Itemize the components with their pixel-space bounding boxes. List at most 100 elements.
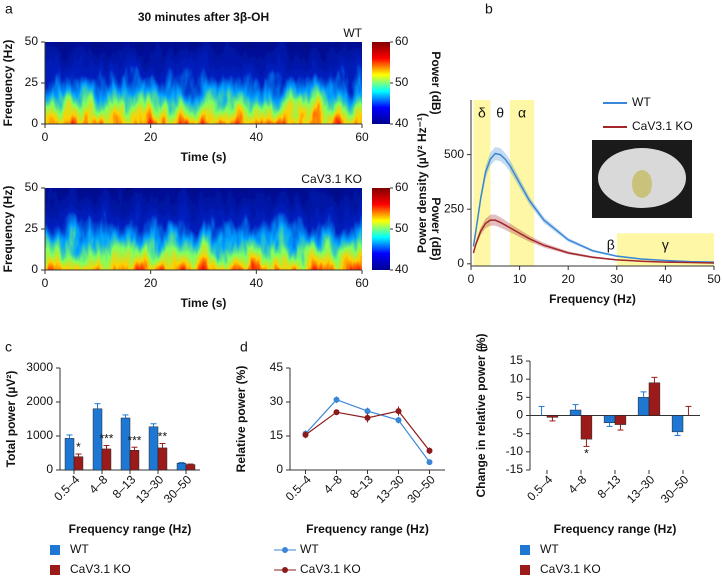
y-tick-label: 25: [25, 221, 39, 235]
legend-label: CaV3.1 KO: [70, 562, 131, 576]
legend-label: CaV3.1 KO: [300, 562, 361, 576]
bar: [603, 415, 616, 424]
line: [472, 152, 715, 263]
y-axis-label: Frequency (Hz): [1, 40, 15, 127]
line: [472, 219, 715, 264]
x-tick-label: 0: [468, 272, 475, 286]
colorbar-tick-label: 40: [395, 262, 409, 276]
band-label: θ: [496, 105, 504, 121]
x-tick-label: 4–8: [86, 472, 110, 496]
x-tick-label: 8–13: [595, 472, 624, 501]
panel-label: CaV3.1 KO: [301, 172, 362, 186]
significance: ***: [99, 432, 113, 446]
bar: [580, 415, 593, 440]
brain-inset: [592, 140, 692, 218]
bar: [73, 456, 84, 471]
bar: [129, 450, 140, 471]
point: [333, 409, 340, 416]
point: [333, 396, 340, 403]
legend-label: WT: [300, 542, 319, 556]
y-tick-label: -10: [506, 444, 524, 458]
legend-swatch: [520, 565, 530, 575]
point: [364, 414, 371, 421]
point: [364, 408, 371, 415]
band-label: α: [518, 105, 526, 121]
x-axis-label: Frequency range (Hz): [554, 522, 677, 536]
colorbar-tick-label: 60: [395, 180, 409, 194]
colorbar-tick-label: 60: [395, 34, 409, 48]
x-tick-label: 4–8: [565, 472, 589, 496]
x-tick-label: 13–30: [373, 472, 407, 506]
x-tick-label: 30–50: [404, 472, 438, 506]
panel-letter: e: [480, 339, 488, 355]
band-shade: [473, 100, 491, 266]
x-axis-label: Frequency range (Hz): [306, 522, 429, 536]
panel-letter: a: [5, 1, 13, 17]
x-tick-label: 30: [610, 272, 624, 286]
x-tick-label: 20: [144, 130, 158, 144]
legend-label: CaV3.1 KO: [540, 562, 601, 576]
x-tick-label: 20: [144, 276, 158, 290]
legend-label: WT: [632, 95, 651, 109]
y-tick-label: 0: [276, 462, 283, 476]
bar: [157, 447, 168, 471]
bar: [648, 382, 661, 416]
x-tick-label: 40: [659, 272, 673, 286]
y-tick-label: 1000: [26, 428, 53, 442]
x-tick-label: 13–30: [624, 472, 658, 506]
bar: [176, 462, 187, 471]
x-tick-label: 40: [250, 276, 264, 290]
y-tick-label: 15: [270, 428, 284, 442]
x-tick-label: 8–13: [347, 472, 376, 501]
y-tick-label: 30: [270, 394, 284, 408]
y-tick-label: 5: [516, 390, 523, 404]
point: [395, 408, 402, 415]
y-axis-label: Total power (µV²): [4, 371, 18, 468]
colorbar-tick-label: 50: [395, 75, 409, 89]
y-tick-label: 250: [444, 201, 464, 215]
point: [426, 447, 433, 454]
y-axis-label: Change in relative power (%): [474, 333, 488, 497]
x-tick-label: 10: [513, 272, 527, 286]
bar: [185, 464, 196, 471]
chart-title: 30 minutes after 3β-OH: [138, 10, 269, 24]
y-axis-label: Power density (µV² Hz⁻¹): [415, 113, 429, 253]
colorbar: [372, 188, 390, 270]
bar: [614, 415, 627, 425]
y-tick-label: -5: [512, 426, 523, 440]
bar: [671, 415, 684, 433]
spectrogram-image: [45, 42, 362, 124]
colorbar-label: Power (dB): [429, 51, 443, 114]
x-tick-label: 30–50: [658, 472, 692, 506]
colorbar: [372, 42, 390, 124]
error-band: [473, 214, 714, 264]
x-tick-label: 20: [562, 272, 576, 286]
point: [426, 459, 433, 466]
x-tick-label: 0.5–4: [51, 472, 82, 503]
x-axis-label: Time (s): [181, 296, 227, 310]
point: [395, 417, 402, 424]
x-tick-label: 0.5–4: [524, 472, 555, 503]
y-tick-label: 3000: [26, 360, 53, 374]
x-tick-label: 30–50: [161, 472, 195, 506]
bar: [148, 426, 159, 471]
y-axis-label: Frequency (Hz): [1, 186, 15, 273]
band-label: β: [607, 236, 615, 252]
legend-swatch: [520, 545, 530, 555]
colorbar-tick-label: 50: [395, 221, 409, 235]
colorbar-tick-label: 40: [395, 116, 409, 130]
significance: *: [584, 447, 589, 461]
spectrogram-image: [45, 188, 362, 270]
legend-label: CaV3.1 KO: [632, 119, 693, 133]
y-tick-label: 25: [25, 75, 39, 89]
error-band: [473, 146, 714, 263]
point: [302, 431, 309, 438]
legend-label: WT: [540, 542, 559, 556]
y-tick-label: 10: [510, 371, 524, 385]
x-tick-label: 0.5–4: [283, 472, 314, 503]
y-axis-label: Relative power (%): [234, 366, 248, 473]
x-tick-label: 13–30: [133, 472, 167, 506]
x-axis-label: Frequency range (Hz): [69, 522, 192, 536]
y-tick-label: 50: [25, 180, 39, 194]
